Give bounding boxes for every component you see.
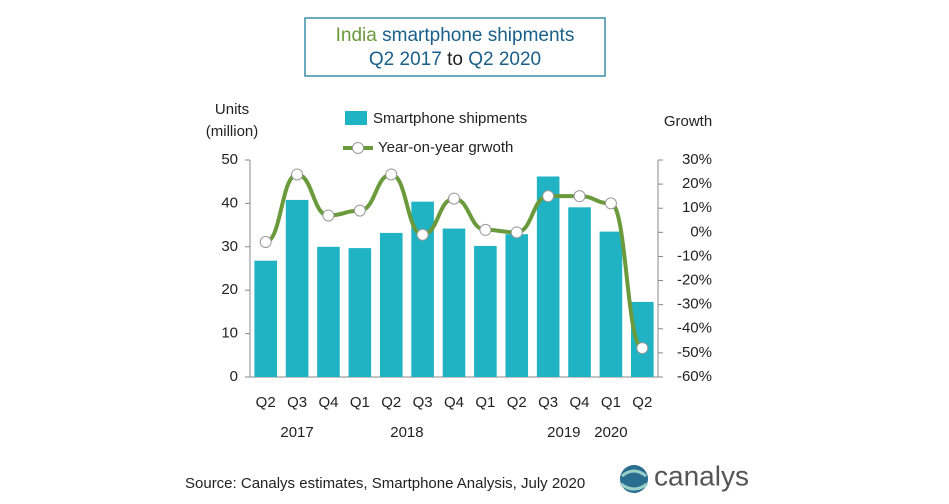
bar: [631, 301, 654, 377]
growth-marker: [416, 228, 429, 241]
title-highlight: India: [336, 25, 378, 46]
growth-marker: [510, 226, 523, 239]
growth-marker: [448, 192, 460, 205]
bar: [285, 199, 309, 377]
chart-subtitle: Q2 2017 to Q2 2020: [369, 49, 541, 70]
y-tick-label: 10: [221, 325, 238, 342]
logo-globe-detail: [620, 469, 648, 491]
bar: [379, 232, 403, 377]
x-tick-label: Q1: [601, 394, 621, 411]
x-tick-label: Q1: [350, 394, 370, 411]
y-axis-title: (million): [206, 123, 259, 140]
growth-marker: [291, 168, 304, 181]
growth-marker: [542, 190, 555, 203]
x-tick-label: Q3: [413, 394, 433, 411]
growth-marker: [636, 342, 649, 355]
y2-tick-label: 30%: [682, 151, 712, 168]
year-label: 2019: [547, 424, 580, 441]
source-note: Source: Canalys estimates, Smartphone An…: [185, 475, 585, 492]
subtitle-end: Q2 2020: [468, 49, 541, 70]
x-tick-label: Q2: [256, 394, 276, 411]
growth-marker: [385, 168, 398, 181]
chart-title: India smartphone shipments: [336, 25, 575, 46]
y2-tick-label: 10%: [682, 199, 712, 216]
x-tick-label: Q2: [632, 394, 652, 411]
bar: [568, 207, 591, 377]
growth-marker: [259, 235, 272, 248]
year-label: 2018: [390, 424, 423, 441]
y2-tick-label: 0%: [690, 223, 712, 240]
title-box: [304, 17, 606, 77]
y2-tick-label: -30%: [677, 296, 712, 313]
y2-tick-label: -50%: [677, 344, 712, 361]
y-tick-label: 30: [221, 238, 238, 255]
growth-marker: [353, 204, 366, 217]
y-tick-label: 0: [230, 368, 238, 385]
subtitle-start: Q2 2017: [369, 49, 442, 70]
y-axis-title: Units: [215, 101, 249, 118]
growth-marker: [604, 197, 617, 210]
subtitle-mid: to: [447, 49, 463, 70]
legend-label: Smartphone shipments: [373, 110, 527, 127]
legend-marker: [352, 142, 364, 154]
x-tick-label: Q4: [318, 394, 338, 411]
y-tick-label: 40: [221, 194, 238, 211]
x-tick-label: Q3: [538, 394, 558, 411]
x-tick-label: Q4: [570, 394, 590, 411]
y2-tick-label: -10%: [677, 247, 712, 264]
bar: [348, 248, 372, 377]
year-label: 2020: [594, 424, 627, 441]
x-tick-label: Q2: [381, 394, 401, 411]
bar: [317, 246, 340, 377]
bar: [536, 176, 560, 377]
x-tick-label: Q3: [287, 394, 307, 411]
legend-label: Year-on-year grwoth: [378, 139, 513, 156]
growth-marker: [322, 209, 335, 222]
y2-tick-label: -20%: [677, 272, 712, 289]
year-label: 2017: [280, 424, 313, 441]
logo-text: canalys: [654, 460, 749, 491]
x-tick-label: Q2: [507, 394, 527, 411]
x-tick-label: Q1: [475, 394, 495, 411]
bar: [411, 201, 434, 377]
bar: [474, 245, 497, 377]
y2-tick-label: -40%: [677, 320, 712, 337]
growth-marker: [479, 223, 492, 236]
bar: [505, 234, 529, 377]
growth-marker: [573, 190, 586, 203]
y2-tick-label: -60%: [677, 368, 712, 385]
bar: [254, 260, 277, 377]
x-tick-label: Q4: [444, 394, 464, 411]
y-tick-label: 20: [221, 281, 238, 298]
legend-swatch: [345, 111, 367, 125]
y-tick-label: 50: [221, 151, 238, 168]
y2-axis-title: Growth: [664, 113, 712, 130]
bar: [442, 228, 466, 377]
title-rest: smartphone shipments: [382, 25, 574, 46]
y2-tick-label: 20%: [682, 175, 712, 192]
bar: [599, 231, 623, 377]
